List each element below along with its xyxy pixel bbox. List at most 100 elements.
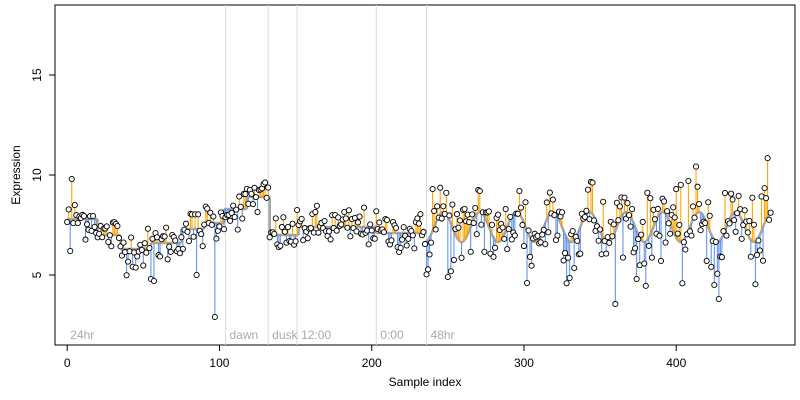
data-point [763, 195, 770, 202]
data-point [204, 205, 211, 212]
data-point [723, 232, 730, 239]
data-point [545, 229, 552, 236]
data-point [603, 250, 610, 257]
data-point [644, 189, 651, 196]
data-point [761, 185, 768, 192]
data-point [560, 257, 567, 264]
data-point [233, 206, 240, 213]
data-point [277, 242, 284, 249]
data-point [437, 184, 444, 191]
data-point [68, 175, 75, 183]
data-point [210, 213, 217, 220]
data-point [298, 215, 305, 222]
data-point [231, 213, 238, 221]
data-point [64, 219, 71, 226]
data-point [281, 228, 288, 235]
data-point [523, 279, 531, 287]
data-point [715, 295, 722, 303]
data-point [600, 198, 607, 205]
data-point [485, 208, 493, 215]
data-point [220, 226, 228, 233]
data-point [756, 247, 764, 254]
data-point [356, 213, 363, 220]
data-point [409, 232, 416, 239]
data-point [371, 235, 378, 242]
data-point [569, 228, 576, 235]
data-point [540, 226, 547, 233]
data-point [228, 209, 235, 217]
data-point [132, 264, 139, 271]
data-point [90, 213, 97, 220]
data-point [388, 237, 395, 244]
data-point [679, 280, 686, 287]
data-point [528, 262, 535, 269]
data-point [138, 246, 145, 254]
corner-label: 24hr [70, 328, 94, 342]
data-point [307, 225, 314, 232]
data-point [443, 189, 450, 196]
data-point [721, 190, 729, 197]
data-point [651, 216, 658, 223]
data-point [638, 231, 645, 238]
data-point [505, 226, 512, 233]
data-point [146, 245, 153, 252]
y-axis-label: Expression [9, 145, 23, 204]
data-point [198, 231, 205, 238]
data-point [105, 238, 112, 245]
data-point [577, 250, 584, 257]
data-point [164, 256, 171, 263]
data-point [411, 245, 418, 252]
data-point [265, 184, 272, 191]
data-point [520, 242, 528, 250]
data-point [167, 248, 174, 255]
vertical-marker-layer [225, 5, 428, 345]
marker-label: 12:00 [301, 328, 331, 342]
data-point [262, 179, 269, 186]
data-point [461, 205, 468, 212]
data-point [272, 215, 279, 222]
data-point [525, 227, 532, 234]
data-point [403, 242, 410, 249]
data-point [546, 189, 553, 196]
data-point [755, 237, 762, 244]
data-point [143, 249, 150, 256]
data-point [71, 202, 78, 209]
data-point [83, 221, 91, 228]
data-point [326, 228, 333, 235]
data-point [752, 281, 759, 288]
data-point [289, 220, 296, 227]
data-point [554, 232, 561, 239]
data-point [120, 239, 127, 246]
data-point [354, 219, 362, 226]
data-point [664, 208, 671, 215]
data-point [211, 313, 218, 321]
data-point [199, 243, 206, 250]
data-point [727, 190, 735, 197]
data-point [172, 237, 179, 244]
data-point [706, 212, 713, 219]
data-point [478, 221, 485, 228]
data-point [292, 238, 299, 245]
data-point [123, 272, 130, 279]
data-point [108, 243, 115, 250]
data-point [426, 251, 433, 258]
data-point [735, 192, 742, 199]
axis-layer: 0 100 200 300 400 5 10 15 [30, 68, 687, 370]
data-point [731, 217, 738, 224]
data-point [565, 254, 572, 261]
data-point [376, 219, 383, 226]
data-point [248, 190, 255, 197]
data-point [702, 220, 709, 227]
data-point [134, 253, 141, 260]
x-tick-label: 100 [209, 356, 229, 370]
data-point [179, 245, 186, 252]
data-point [677, 181, 684, 188]
data-point [450, 256, 457, 263]
data-point [629, 206, 636, 213]
marker-label: dawn [230, 328, 259, 342]
data-point [744, 229, 751, 236]
data-point [431, 207, 438, 215]
annotation-layer: dawn dusk 12:00 0:00 48hr 24hr [70, 328, 454, 342]
marker-label: 0:00 [380, 328, 404, 342]
data-point [338, 221, 345, 228]
